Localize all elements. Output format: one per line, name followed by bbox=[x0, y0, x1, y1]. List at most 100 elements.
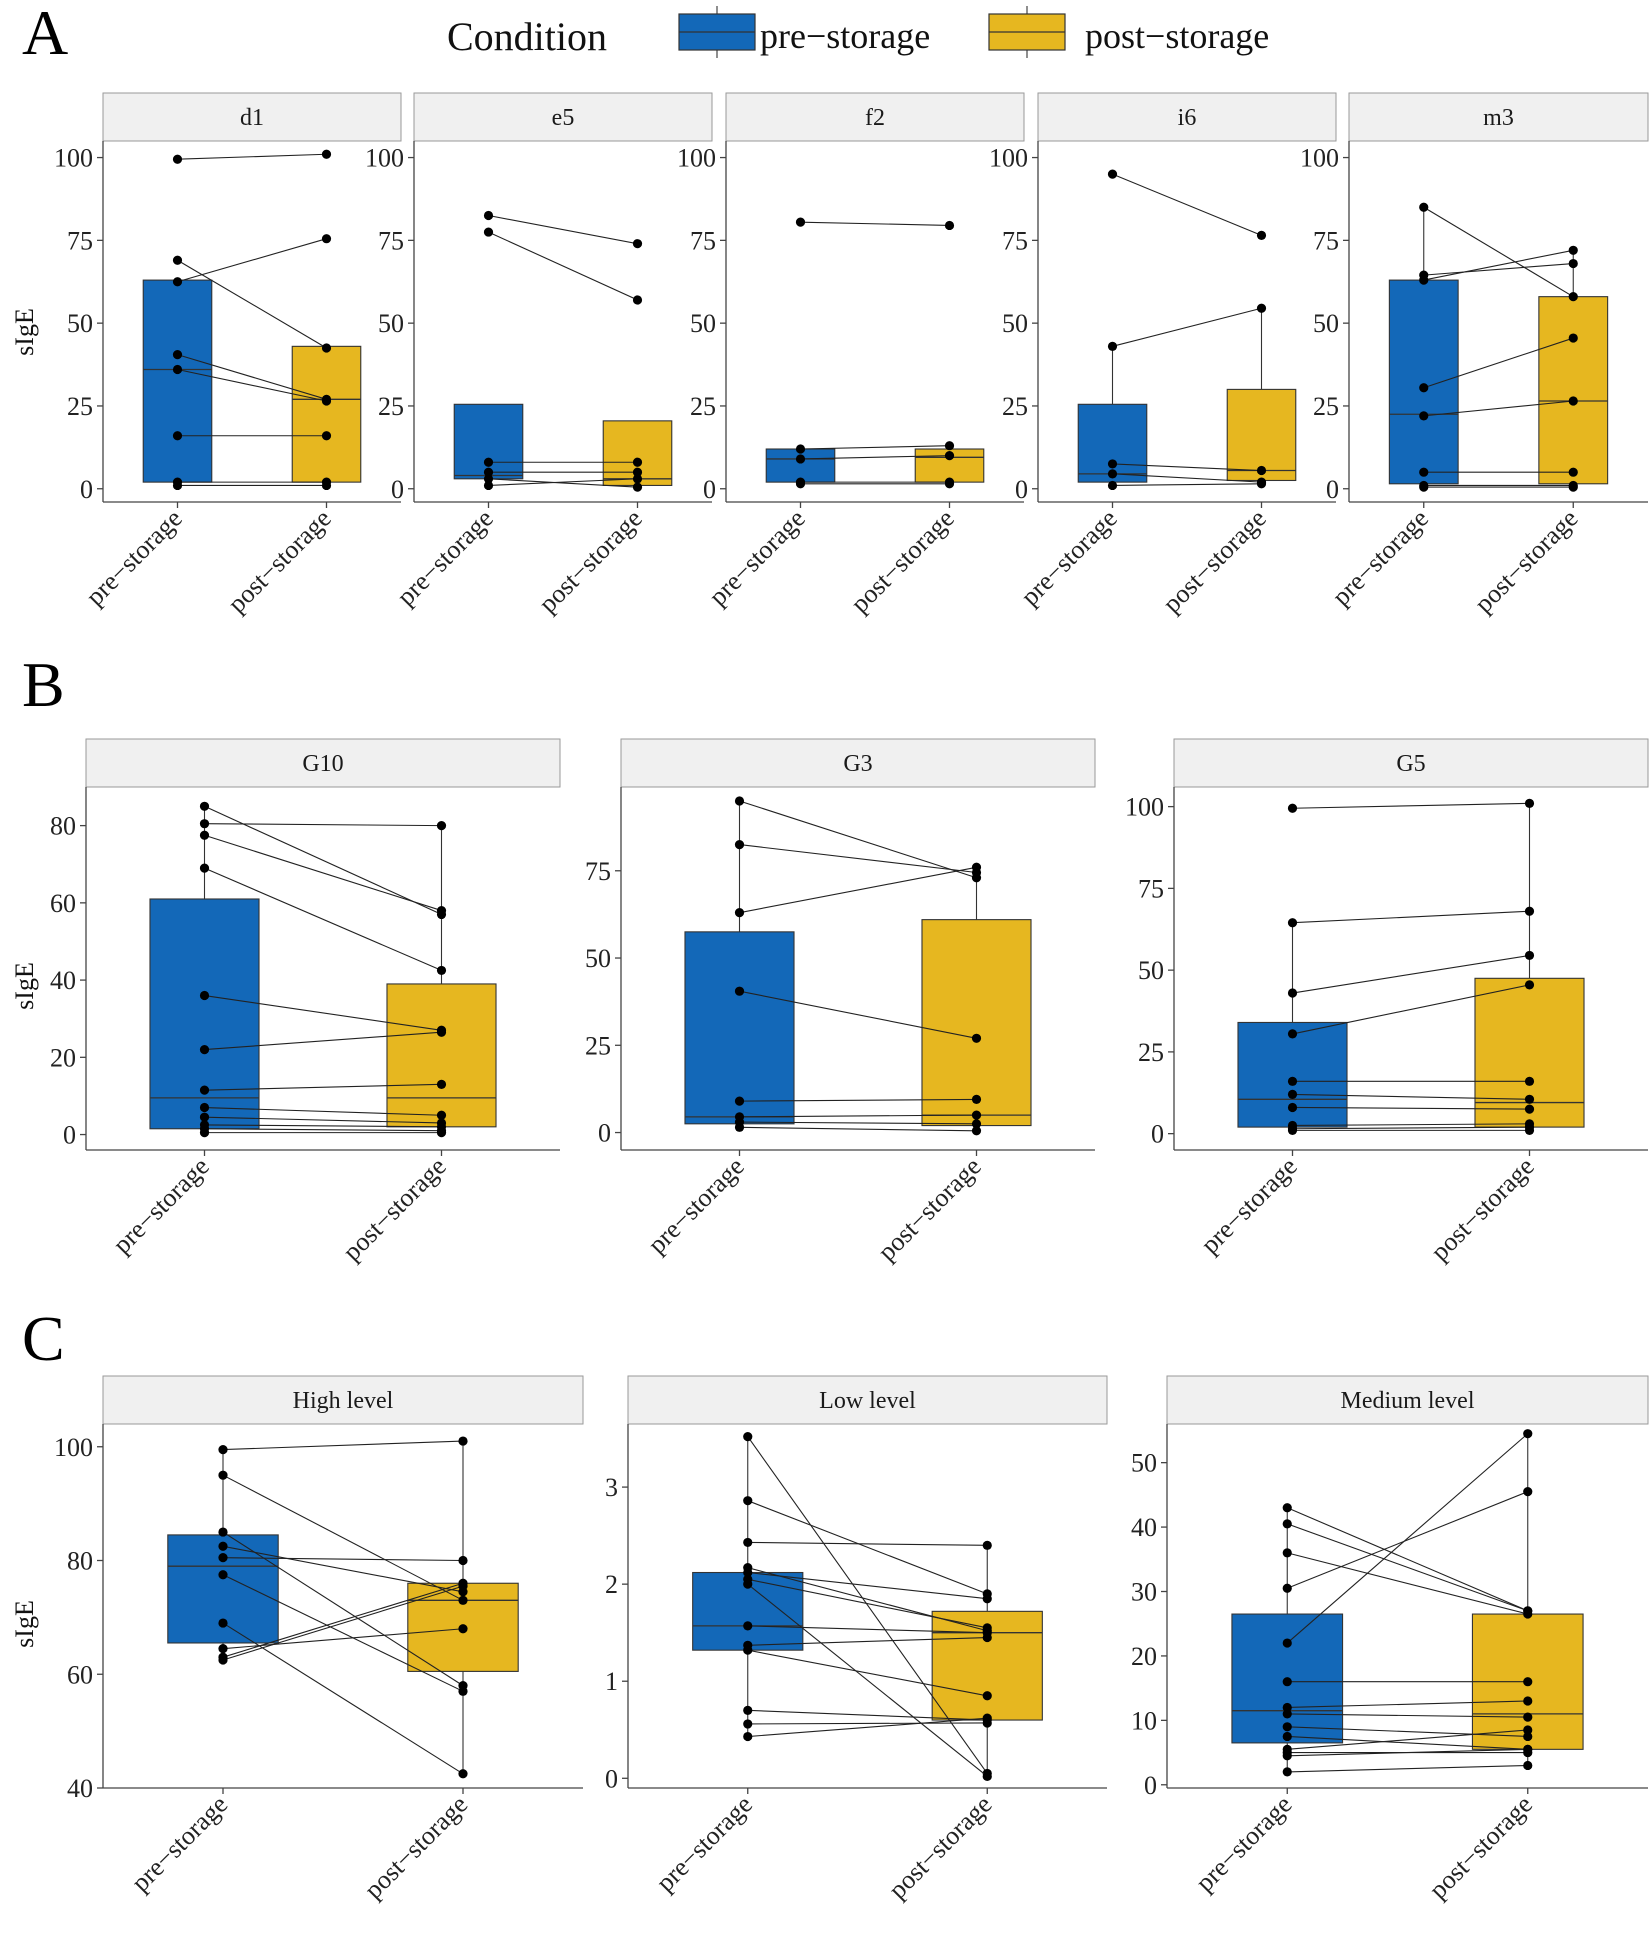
paired-sample bbox=[199, 863, 447, 976]
point-pre-storage bbox=[1419, 467, 1429, 477]
point-post-storage bbox=[971, 862, 982, 872]
box-body bbox=[1226, 388, 1297, 482]
pair-line bbox=[204, 1106, 442, 1116]
box-post-storage bbox=[921, 867, 1032, 1133]
point-post-storage bbox=[1523, 1731, 1533, 1742]
box-body bbox=[684, 931, 795, 1125]
pair-line bbox=[800, 455, 950, 460]
y-tick-label: 75 bbox=[1002, 226, 1028, 255]
y-tick-label: 75 bbox=[690, 226, 716, 255]
y-tick-label: 0 bbox=[598, 1119, 611, 1148]
paired-sample bbox=[1287, 906, 1535, 928]
paired-sample bbox=[734, 986, 982, 1043]
box-post-storage bbox=[386, 825, 497, 1133]
paired-sample bbox=[199, 1102, 447, 1120]
pair-line bbox=[739, 866, 977, 914]
point-post-storage bbox=[458, 1581, 468, 1591]
paired-sample bbox=[1282, 1677, 1533, 1687]
point-post-storage bbox=[458, 1436, 468, 1446]
point-pre-storage bbox=[743, 1621, 753, 1631]
y-tick-label: 100 bbox=[54, 1433, 93, 1462]
paired-sample bbox=[1287, 1125, 1535, 1135]
pair-line bbox=[204, 994, 442, 1031]
point-pre-storage bbox=[483, 210, 494, 221]
point-pre-storage bbox=[483, 457, 494, 467]
point-pre-storage bbox=[1287, 988, 1298, 998]
pair-line bbox=[747, 1625, 988, 1634]
pair-line bbox=[1292, 802, 1530, 809]
paired-sample bbox=[1282, 1487, 1533, 1593]
point-post-storage bbox=[321, 234, 332, 244]
point-post-storage bbox=[971, 1110, 982, 1120]
point-pre-storage bbox=[743, 1731, 753, 1742]
paired-sample bbox=[743, 1713, 992, 1742]
point-pre-storage bbox=[743, 1432, 753, 1442]
pair-line bbox=[1423, 400, 1574, 417]
pair-line bbox=[800, 221, 950, 227]
point-post-storage bbox=[1524, 1076, 1535, 1086]
pair-line bbox=[204, 1116, 442, 1124]
y-tick-label: 50 bbox=[1138, 956, 1164, 985]
paired-sample bbox=[1287, 1089, 1535, 1104]
paired-sample bbox=[218, 1470, 468, 1605]
point-pre-storage bbox=[734, 839, 745, 850]
point-post-storage bbox=[632, 474, 643, 484]
point-pre-storage bbox=[483, 474, 494, 484]
paired-sample bbox=[483, 227, 643, 305]
paired-sample bbox=[199, 1079, 447, 1095]
y-tick-label: 0 bbox=[1015, 475, 1028, 504]
point-pre-storage bbox=[199, 1044, 210, 1055]
point-pre-storage bbox=[1282, 1767, 1292, 1777]
pair-line bbox=[1287, 1713, 1528, 1718]
pair-line bbox=[1287, 1735, 1528, 1750]
pair-line bbox=[1292, 954, 1530, 994]
y-tick-label: 100 bbox=[1300, 144, 1339, 173]
y-tick-label: 60 bbox=[67, 1660, 93, 1689]
point-post-storage bbox=[971, 1119, 982, 1129]
point-pre-storage bbox=[199, 801, 210, 811]
point-pre-storage bbox=[199, 1112, 210, 1122]
paired-sample bbox=[483, 467, 643, 477]
point-post-storage bbox=[1524, 798, 1535, 808]
point-pre-storage bbox=[734, 1096, 745, 1106]
point-pre-storage bbox=[1107, 169, 1118, 179]
y-tick-label: 20 bbox=[50, 1043, 76, 1072]
paired-sample bbox=[1287, 980, 1535, 1039]
pair-line bbox=[1112, 473, 1262, 483]
y-tick-label: 2 bbox=[605, 1570, 618, 1599]
y-tick-label: 25 bbox=[585, 1031, 611, 1060]
facet-title: m3 bbox=[1483, 105, 1514, 131]
point-post-storage bbox=[1524, 1104, 1535, 1114]
paired-sample bbox=[795, 479, 955, 489]
point-pre-storage bbox=[218, 1470, 228, 1480]
box-body bbox=[291, 345, 362, 483]
point-post-storage bbox=[1523, 1609, 1533, 1619]
paired-sample bbox=[218, 1581, 468, 1665]
point-pre-storage bbox=[199, 819, 210, 829]
paired-sample bbox=[734, 1110, 982, 1122]
point-pre-storage bbox=[734, 1122, 745, 1132]
point-pre-storage bbox=[218, 1570, 228, 1580]
point-pre-storage bbox=[1282, 1583, 1292, 1593]
point-post-storage bbox=[944, 451, 955, 461]
point-pre-storage bbox=[1282, 1548, 1292, 1558]
point-pre-storage bbox=[743, 1719, 753, 1729]
pair-line bbox=[1292, 984, 1530, 1035]
point-post-storage bbox=[458, 1555, 468, 1566]
point-pre-storage bbox=[1419, 482, 1429, 492]
point-post-storage bbox=[982, 1691, 992, 1701]
box-body bbox=[1538, 296, 1609, 485]
legend: Condition pre−storage post−storage bbox=[447, 6, 1269, 59]
paired-sample bbox=[1282, 1429, 1533, 1648]
point-post-storage bbox=[321, 343, 332, 353]
facet-strip bbox=[102, 92, 402, 142]
point-post-storage bbox=[321, 396, 332, 406]
pair-line bbox=[488, 478, 638, 488]
paired-sample bbox=[795, 441, 955, 454]
point-pre-storage bbox=[199, 990, 210, 1001]
facet-strip bbox=[1348, 92, 1649, 142]
paired-sample bbox=[1419, 333, 1578, 393]
point-pre-storage bbox=[172, 255, 183, 265]
point-pre-storage bbox=[795, 217, 806, 227]
